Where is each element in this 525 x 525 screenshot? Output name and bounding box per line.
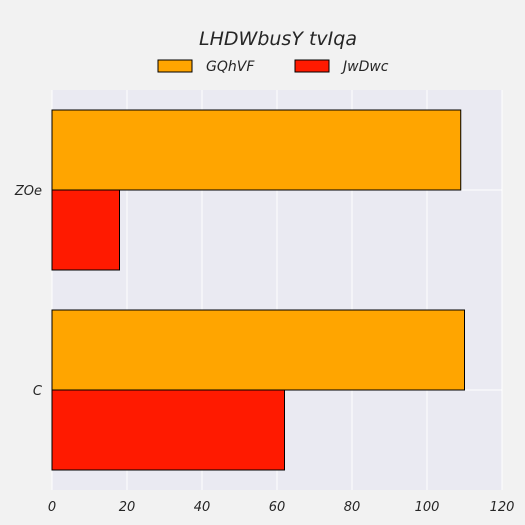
legend: GQhVF JwDwc [157, 59, 389, 75]
x-tick-label-1: 20 [119, 500, 136, 515]
bar-JwDwc-C [51, 389, 285, 471]
bars [51, 109, 465, 471]
x-tick-label-5: 100 [415, 500, 440, 515]
y-axis-ticks: ZOe C [14, 184, 43, 399]
x-axis-ticks: 0 20 40 60 80 100 120 [48, 500, 515, 515]
x-tick-label-3: 60 [269, 500, 286, 515]
bar-GQhVF-C [51, 309, 465, 391]
y-tick-label-0: ZOe [14, 184, 42, 199]
bar-GQhVF-ZOe [51, 109, 462, 191]
legend-label-GQhVF: GQhVF [206, 59, 255, 75]
y-tick-label-1: C [33, 384, 43, 399]
x-tick-label-0: 0 [48, 500, 56, 515]
x-tick-label-4: 80 [344, 500, 361, 515]
legend-swatch-JwDwc [294, 59, 330, 73]
bar-JwDwc-ZOe [51, 189, 120, 271]
chart-title: LHDWbusY tvIqa [199, 28, 357, 50]
x-tick-label-6: 120 [490, 500, 515, 515]
legend-swatch-GQhVF [157, 59, 193, 73]
x-tick-label-2: 40 [194, 500, 211, 515]
legend-label-JwDwc: JwDwc [340, 59, 389, 75]
